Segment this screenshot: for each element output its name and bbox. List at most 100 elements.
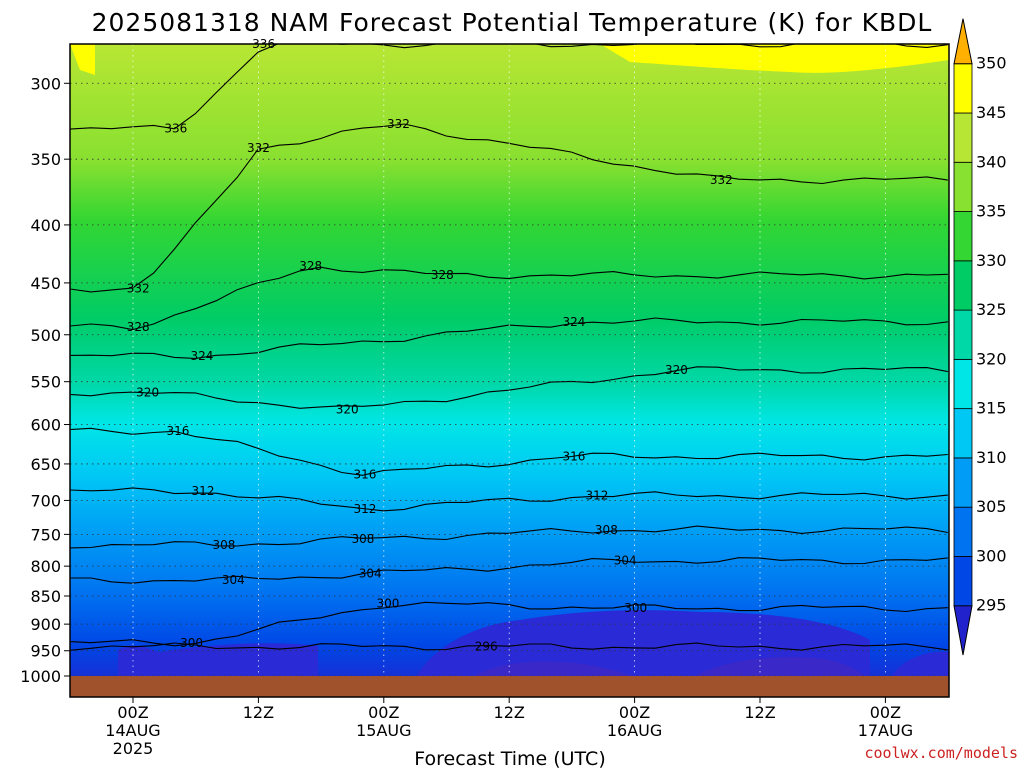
plot-field bbox=[70, 44, 949, 697]
contour-line-304 bbox=[70, 557, 948, 584]
colorbar-segment bbox=[953, 556, 973, 607]
colorbar-label: 330 bbox=[976, 251, 1007, 270]
y-tick-label: 400 bbox=[30, 216, 61, 235]
ground-surface bbox=[70, 676, 949, 697]
y-tick-label: 950 bbox=[30, 642, 61, 661]
y-tick-label: 450 bbox=[30, 274, 61, 293]
contour-label: 300 bbox=[377, 596, 400, 610]
contour-line-312 bbox=[70, 487, 948, 512]
upper-yellow-region-left bbox=[70, 44, 95, 75]
colorbar: 295 300 305 310 315 320 325 330 335 340 345 350 bbox=[953, 18, 1007, 656]
x-tick-label: 00Z bbox=[117, 703, 148, 722]
colorbar-label: 335 bbox=[976, 202, 1007, 221]
contour-label: 328 bbox=[431, 268, 454, 282]
contour-line-328 bbox=[70, 266, 948, 331]
contour-label: 332 bbox=[127, 281, 150, 295]
contour-label: 304 bbox=[359, 566, 382, 580]
colorbar-segment bbox=[953, 260, 973, 311]
y-tick-label: 500 bbox=[30, 326, 61, 345]
x-tick-label: 12Z bbox=[744, 703, 775, 722]
x-tick-label: 00Z bbox=[368, 703, 399, 722]
colorbar-label: 315 bbox=[976, 399, 1007, 418]
contour-label: 312 bbox=[354, 502, 377, 516]
y-tick-label: 700 bbox=[30, 491, 61, 510]
contour-line-336 bbox=[70, 44, 948, 130]
x-tick-label: 00Z bbox=[870, 703, 901, 722]
x-tick-label: 14AUG bbox=[105, 721, 160, 740]
contour-label: 332 bbox=[247, 141, 270, 155]
contour-label: 332 bbox=[710, 173, 733, 187]
contour-label: 308 bbox=[212, 538, 235, 552]
contour-label: 304 bbox=[222, 573, 245, 587]
cold-pool-right bbox=[890, 651, 949, 679]
y-tick-label: 300 bbox=[30, 74, 61, 93]
contour-label: 320 bbox=[665, 363, 688, 377]
contour-label: 324 bbox=[191, 349, 214, 363]
contour-label: 324 bbox=[563, 315, 586, 329]
contour-label: 332 bbox=[387, 117, 410, 131]
credit-text: coolwx.com/models bbox=[864, 744, 1018, 762]
colorbar-segment bbox=[953, 506, 973, 557]
y-tick-label: 650 bbox=[30, 455, 61, 474]
contour-label: 308 bbox=[351, 532, 374, 546]
contour-label: 320 bbox=[136, 385, 159, 399]
x-tick-label: 00Z bbox=[619, 703, 650, 722]
y-tick-label: 850 bbox=[30, 587, 61, 606]
cold-pool-left bbox=[118, 643, 318, 679]
colorbar-label: 340 bbox=[976, 152, 1007, 171]
y-tick-label: 750 bbox=[30, 525, 61, 544]
x-tick-label: 12Z bbox=[243, 703, 274, 722]
contour-line-316 bbox=[70, 427, 948, 476]
colorbar-label: 320 bbox=[976, 349, 1007, 368]
contour-label: 296 bbox=[475, 640, 498, 654]
colorbar-label: 350 bbox=[976, 54, 1007, 73]
colorbar-label: 345 bbox=[976, 103, 1007, 122]
y-tick-label: 600 bbox=[30, 416, 61, 435]
contour-label: 336 bbox=[164, 122, 187, 136]
x-tick-label: 12Z bbox=[494, 703, 525, 722]
y-tick-label: 250 bbox=[30, 0, 61, 4]
contour-line-308 bbox=[70, 525, 948, 549]
contour-line-300 bbox=[70, 601, 948, 647]
contour-line-320 bbox=[70, 366, 948, 409]
contour-label: 328 bbox=[299, 259, 322, 273]
colorbar-segment bbox=[953, 211, 973, 262]
x-tick-label: 15AUG bbox=[356, 721, 411, 740]
colorbar-segment bbox=[953, 63, 973, 114]
contour-label: 312 bbox=[586, 488, 609, 502]
contour-label: 308 bbox=[595, 523, 618, 537]
contour-label: 316 bbox=[166, 424, 189, 438]
colorbar-segment bbox=[953, 358, 973, 410]
cold-pool-core-2 bbox=[690, 656, 868, 679]
colorbar-min-triangle bbox=[953, 605, 973, 656]
colorbar-label: 325 bbox=[976, 300, 1007, 319]
upper-yellow-region bbox=[600, 44, 949, 73]
contour-label: 300 bbox=[180, 636, 203, 650]
y-tick-label: 800 bbox=[30, 557, 61, 576]
colorbar-label: 300 bbox=[976, 546, 1007, 565]
colorbar-label: 310 bbox=[976, 448, 1007, 467]
colorbar-segment bbox=[953, 161, 973, 212]
colorbar-label: 305 bbox=[976, 497, 1007, 516]
y-tick-label: 350 bbox=[30, 150, 61, 169]
contour-label: 300 bbox=[624, 601, 647, 615]
cold-pool-core bbox=[470, 661, 640, 679]
colorbar-max-triangle bbox=[953, 18, 973, 65]
x-axis-label: Forecast Time (UTC) bbox=[414, 748, 605, 768]
y-tick-label: 900 bbox=[30, 615, 61, 634]
y-tick-label: 1000 bbox=[20, 667, 61, 686]
contour-label: 316 bbox=[354, 467, 377, 481]
colorbar-segment bbox=[953, 309, 973, 360]
contour-label: 304 bbox=[614, 554, 637, 568]
contour-label: 328 bbox=[127, 320, 150, 334]
contour-line-296 bbox=[70, 642, 948, 651]
x-tick-label: 16AUG bbox=[607, 721, 662, 740]
colorbar-label: 295 bbox=[976, 596, 1007, 615]
chart-title: 2025081318 NAM Forecast Potential Temper… bbox=[92, 8, 933, 37]
contour-label: 316 bbox=[563, 449, 586, 463]
x-tick-label: 17AUG bbox=[858, 721, 913, 740]
contour-label: 312 bbox=[192, 484, 215, 498]
y-axis: 250 300 350 400 450 500 550 600 650 700 750 800 850 9… bbox=[20, 0, 70, 686]
